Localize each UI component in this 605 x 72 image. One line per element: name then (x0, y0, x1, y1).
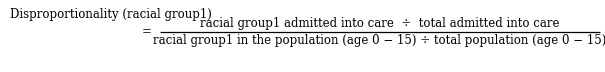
Text: racial group1 in the population (age 0 − 15) ÷ total population (age 0 − 15): racial group1 in the population (age 0 −… (153, 34, 605, 47)
Text: Disproportionality (racial group1): Disproportionality (racial group1) (10, 8, 212, 21)
Text: racial group1 admitted into care  ÷  total admitted into care: racial group1 admitted into care ÷ total… (200, 17, 560, 30)
Text: =: = (142, 25, 152, 39)
